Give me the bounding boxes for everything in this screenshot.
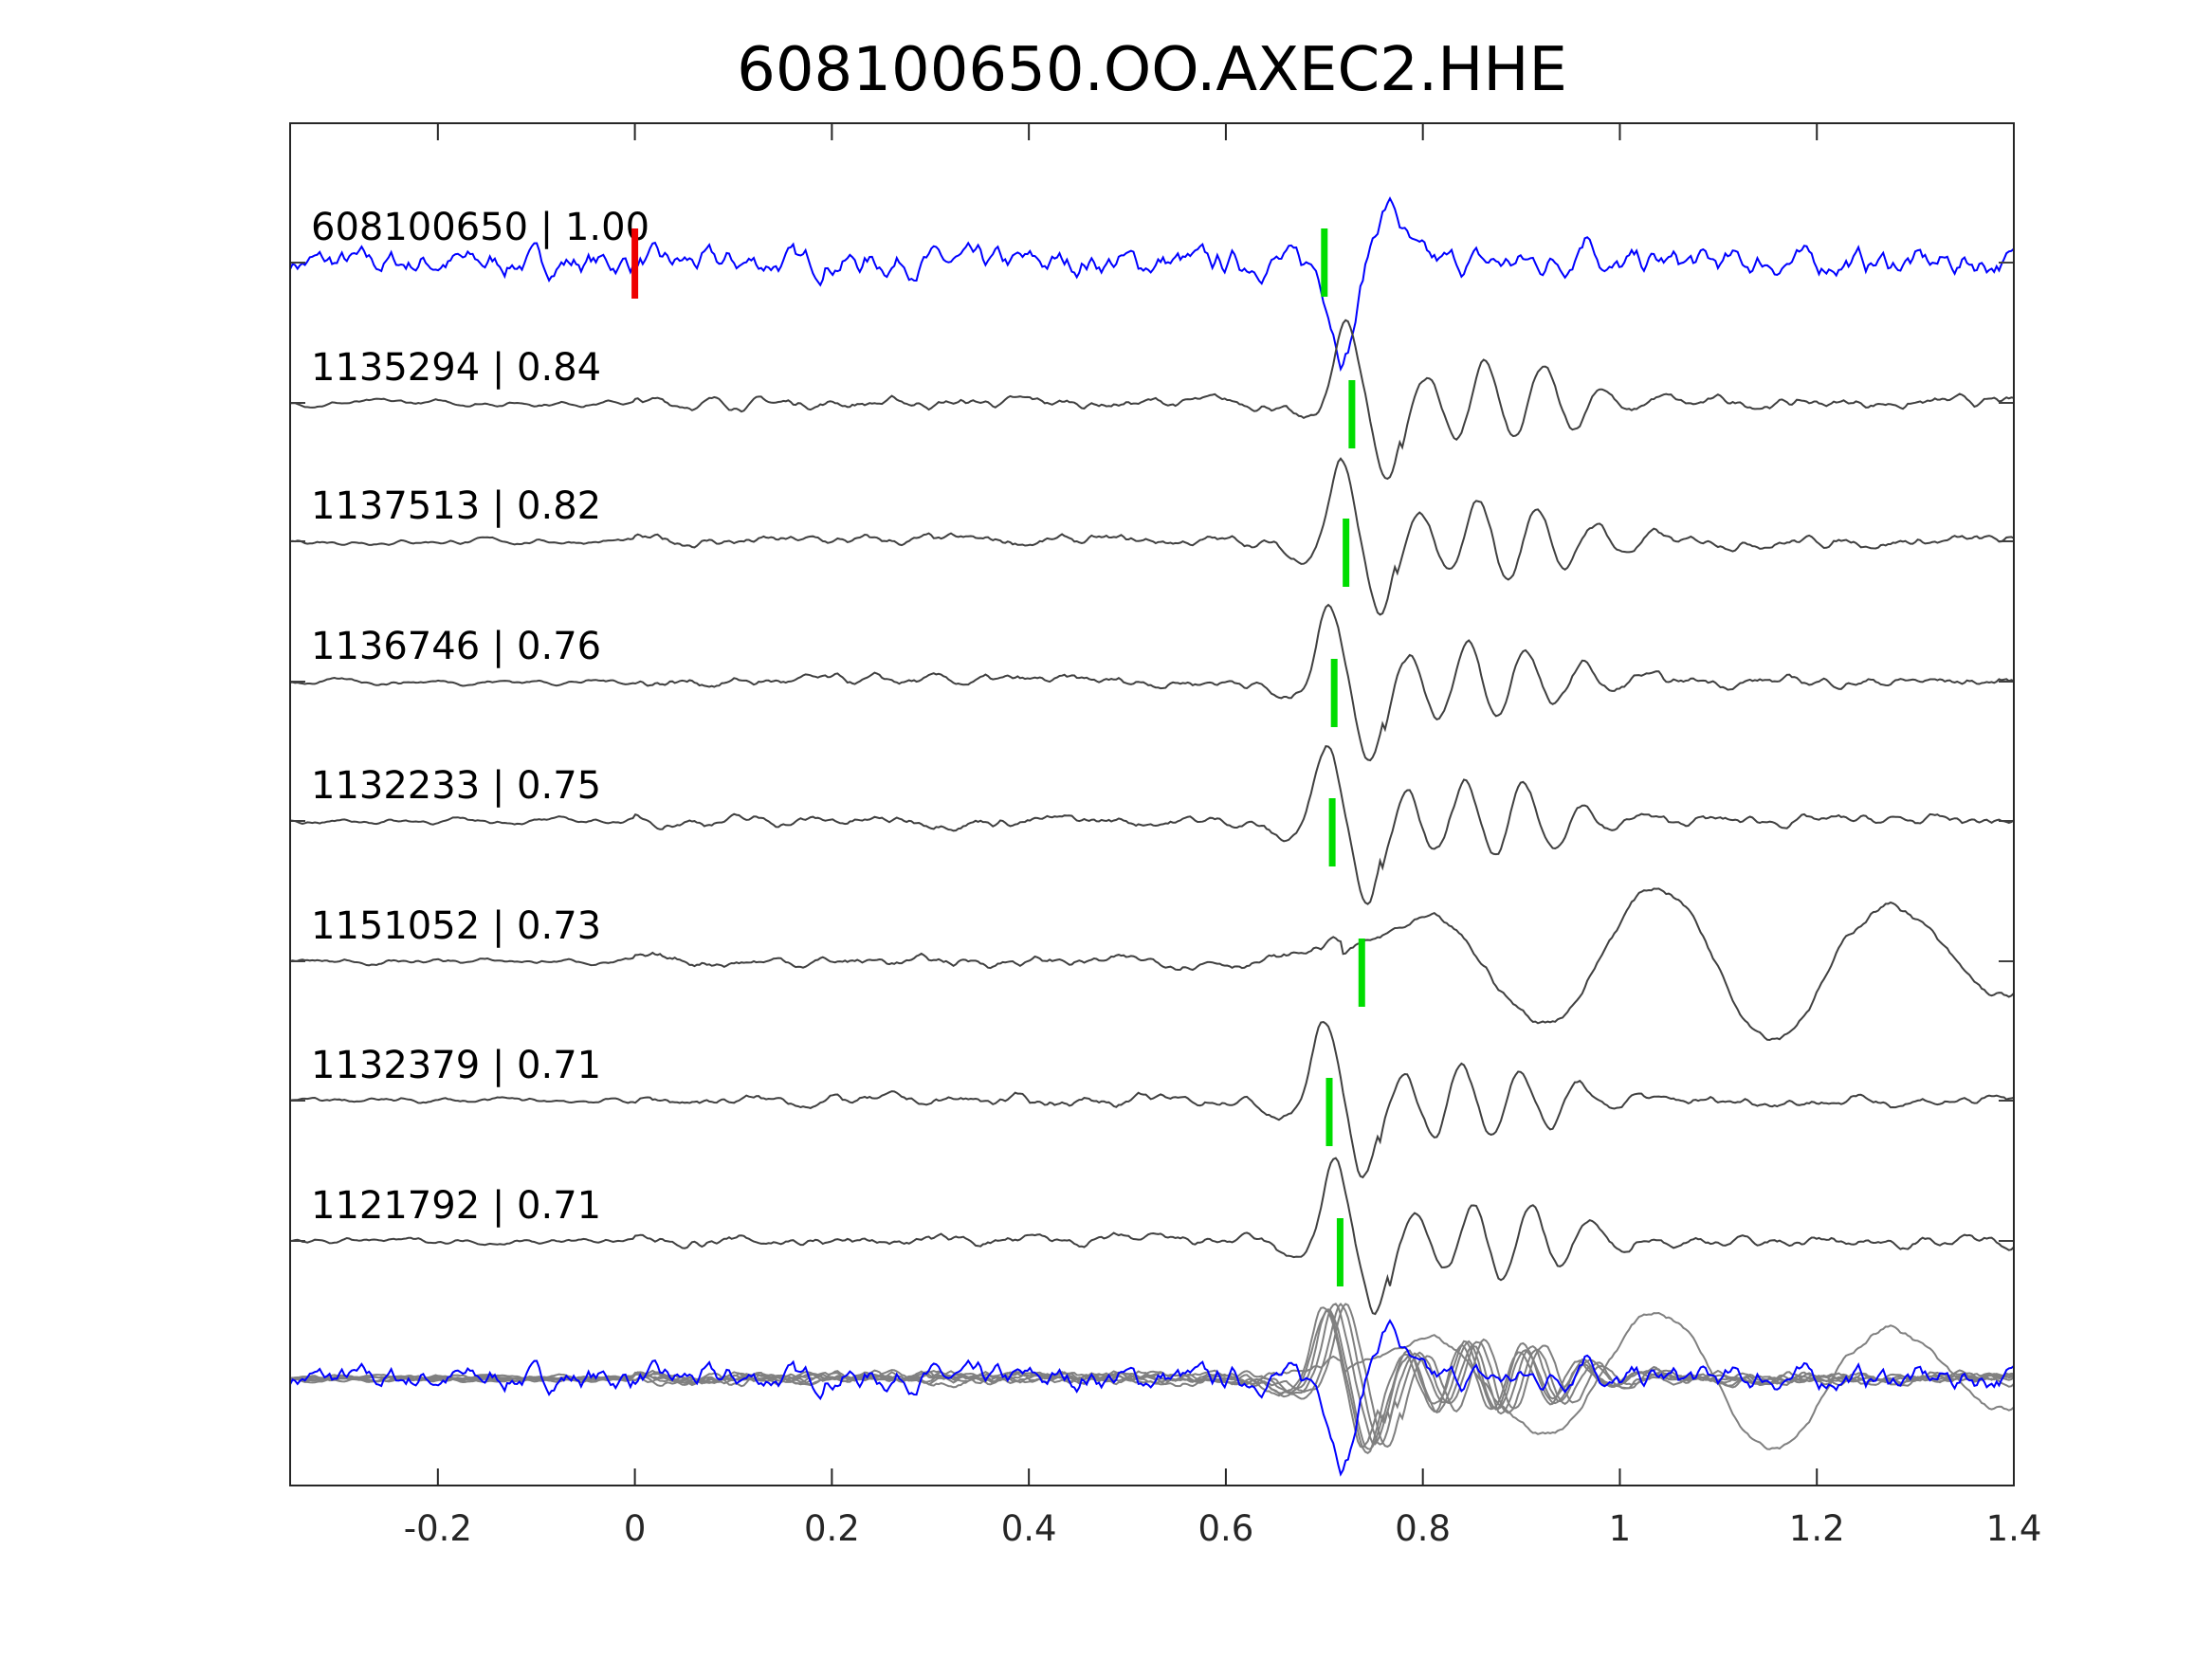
x-tick-label: 0.4: [1001, 1508, 1057, 1549]
chart-title: 608100650.OO.AXEC2.HHE: [737, 35, 1567, 105]
trace-1151052: [289, 887, 2015, 1042]
stack-trace-1121792: [289, 1303, 2015, 1446]
axes: -0.2 0 0.2 0.4 0.6 0.8 1 1.2 1.4: [289, 122, 2042, 1549]
trace-label: 608100650 | 1.00: [311, 206, 649, 249]
stack-trace-1137513: [289, 1302, 2015, 1446]
trace-1121792: [289, 1157, 2015, 1316]
trace-label: 1135294 | 0.84: [311, 346, 601, 390]
x-tick-label: 0: [624, 1508, 647, 1549]
traces-group: 608100650 | 1.00 1135294 | 0.84 1137513 | …: [289, 196, 2015, 1477]
trace-label: 1132233 | 0.75: [311, 764, 601, 808]
trace-608100650: [289, 196, 2015, 373]
x-tick-label: 0.8: [1395, 1508, 1451, 1549]
x-tick-label: 0.2: [804, 1508, 860, 1549]
x-tick-label: -0.2: [404, 1508, 472, 1549]
x-tick-label: 1.4: [1986, 1508, 2042, 1549]
trace-1136746: [290, 603, 2015, 762]
stack-trace-1132379: [289, 1306, 2015, 1449]
trace-label: 1136746 | 0.76: [311, 625, 601, 668]
trace-label: 1151052 | 0.73: [311, 904, 601, 948]
trace-label: 1132379 | 0.71: [311, 1044, 601, 1087]
trace-1137513: [289, 457, 2015, 616]
trace-1132379: [289, 1020, 2015, 1179]
trace-1135294: [289, 319, 2015, 481]
stack-template-trace: [289, 1319, 2015, 1477]
trace-label: 1121792 | 0.71: [311, 1184, 601, 1228]
stack-trace-1135294: [289, 1303, 2015, 1449]
plot-frame: [289, 122, 2015, 1486]
x-tick-label: 1: [1609, 1508, 1632, 1549]
trace-label: 1137513 | 0.82: [311, 484, 601, 528]
trace-1132233: [289, 744, 2015, 905]
x-tick-label: 0.6: [1197, 1508, 1253, 1549]
x-tick-label: 1.2: [1789, 1508, 1845, 1549]
